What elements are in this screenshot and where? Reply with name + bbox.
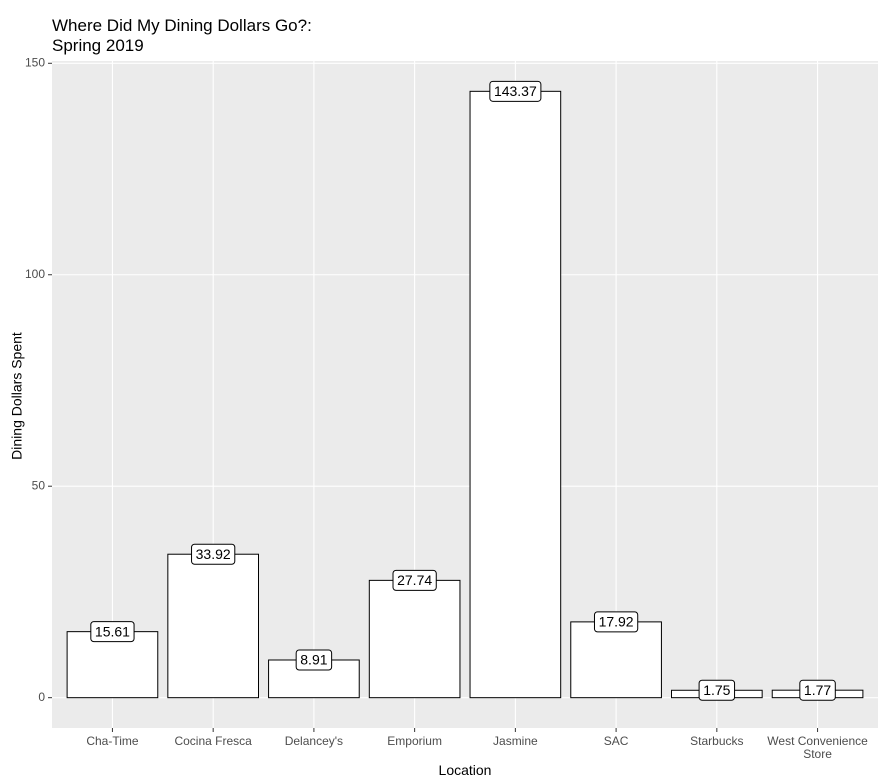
data-label: 33.92 <box>191 543 236 565</box>
data-label: 17.92 <box>593 611 639 633</box>
data-label-box <box>489 80 542 102</box>
x-tick-label: Cha-Time <box>86 734 139 748</box>
data-label-text: 15.61 <box>95 623 130 639</box>
chart-title: Where Did My Dining Dollars Go?: Spring … <box>52 16 312 55</box>
data-label-text: 33.92 <box>196 546 231 562</box>
data-label: 143.37 <box>489 80 542 102</box>
data-label-box <box>593 611 639 633</box>
data-label-box <box>799 679 836 701</box>
data-label-text: 1.75 <box>703 682 730 698</box>
x-tick-label: Cocina Fresca <box>174 734 252 748</box>
y-tick-label: 50 <box>32 478 46 492</box>
bar <box>368 579 461 699</box>
data-label-box <box>191 543 236 565</box>
x-tick-label: Delancey's <box>284 734 344 748</box>
y-tick-label: 0 <box>38 690 45 704</box>
x-tick-label: Jasmine <box>493 734 538 748</box>
x-axis-title: Location <box>438 762 492 775</box>
data-label-box <box>698 679 736 701</box>
bar <box>469 90 562 699</box>
data-label-text: 143.37 <box>494 83 537 99</box>
data-label-text: 27.74 <box>397 572 432 588</box>
data-label-box <box>90 621 135 643</box>
y-axis-title: Dining Dollars Spent <box>9 332 25 460</box>
x-tick-label: SAC <box>603 734 629 748</box>
y-tick-label: 100 <box>25 267 45 281</box>
data-label-box <box>295 649 333 671</box>
bar <box>66 631 159 699</box>
bar <box>570 621 662 699</box>
y-tick-label: 150 <box>25 55 45 69</box>
data-label-text: 8.91 <box>300 652 327 668</box>
data-label-box <box>392 569 437 591</box>
data-label: 8.91 <box>295 649 333 671</box>
data-label: 1.75 <box>698 679 736 701</box>
data-label: 1.77 <box>799 679 836 701</box>
x-tick-label: Emporium <box>387 734 442 748</box>
bar <box>167 553 259 699</box>
x-tick-label: West Convenience Store <box>767 734 868 761</box>
data-label-text: 1.77 <box>804 682 831 698</box>
data-label-text: 17.92 <box>599 614 634 630</box>
data-label: 15.61 <box>90 621 135 643</box>
data-label: 27.74 <box>392 569 437 591</box>
x-tick-label: Starbucks <box>690 734 744 748</box>
